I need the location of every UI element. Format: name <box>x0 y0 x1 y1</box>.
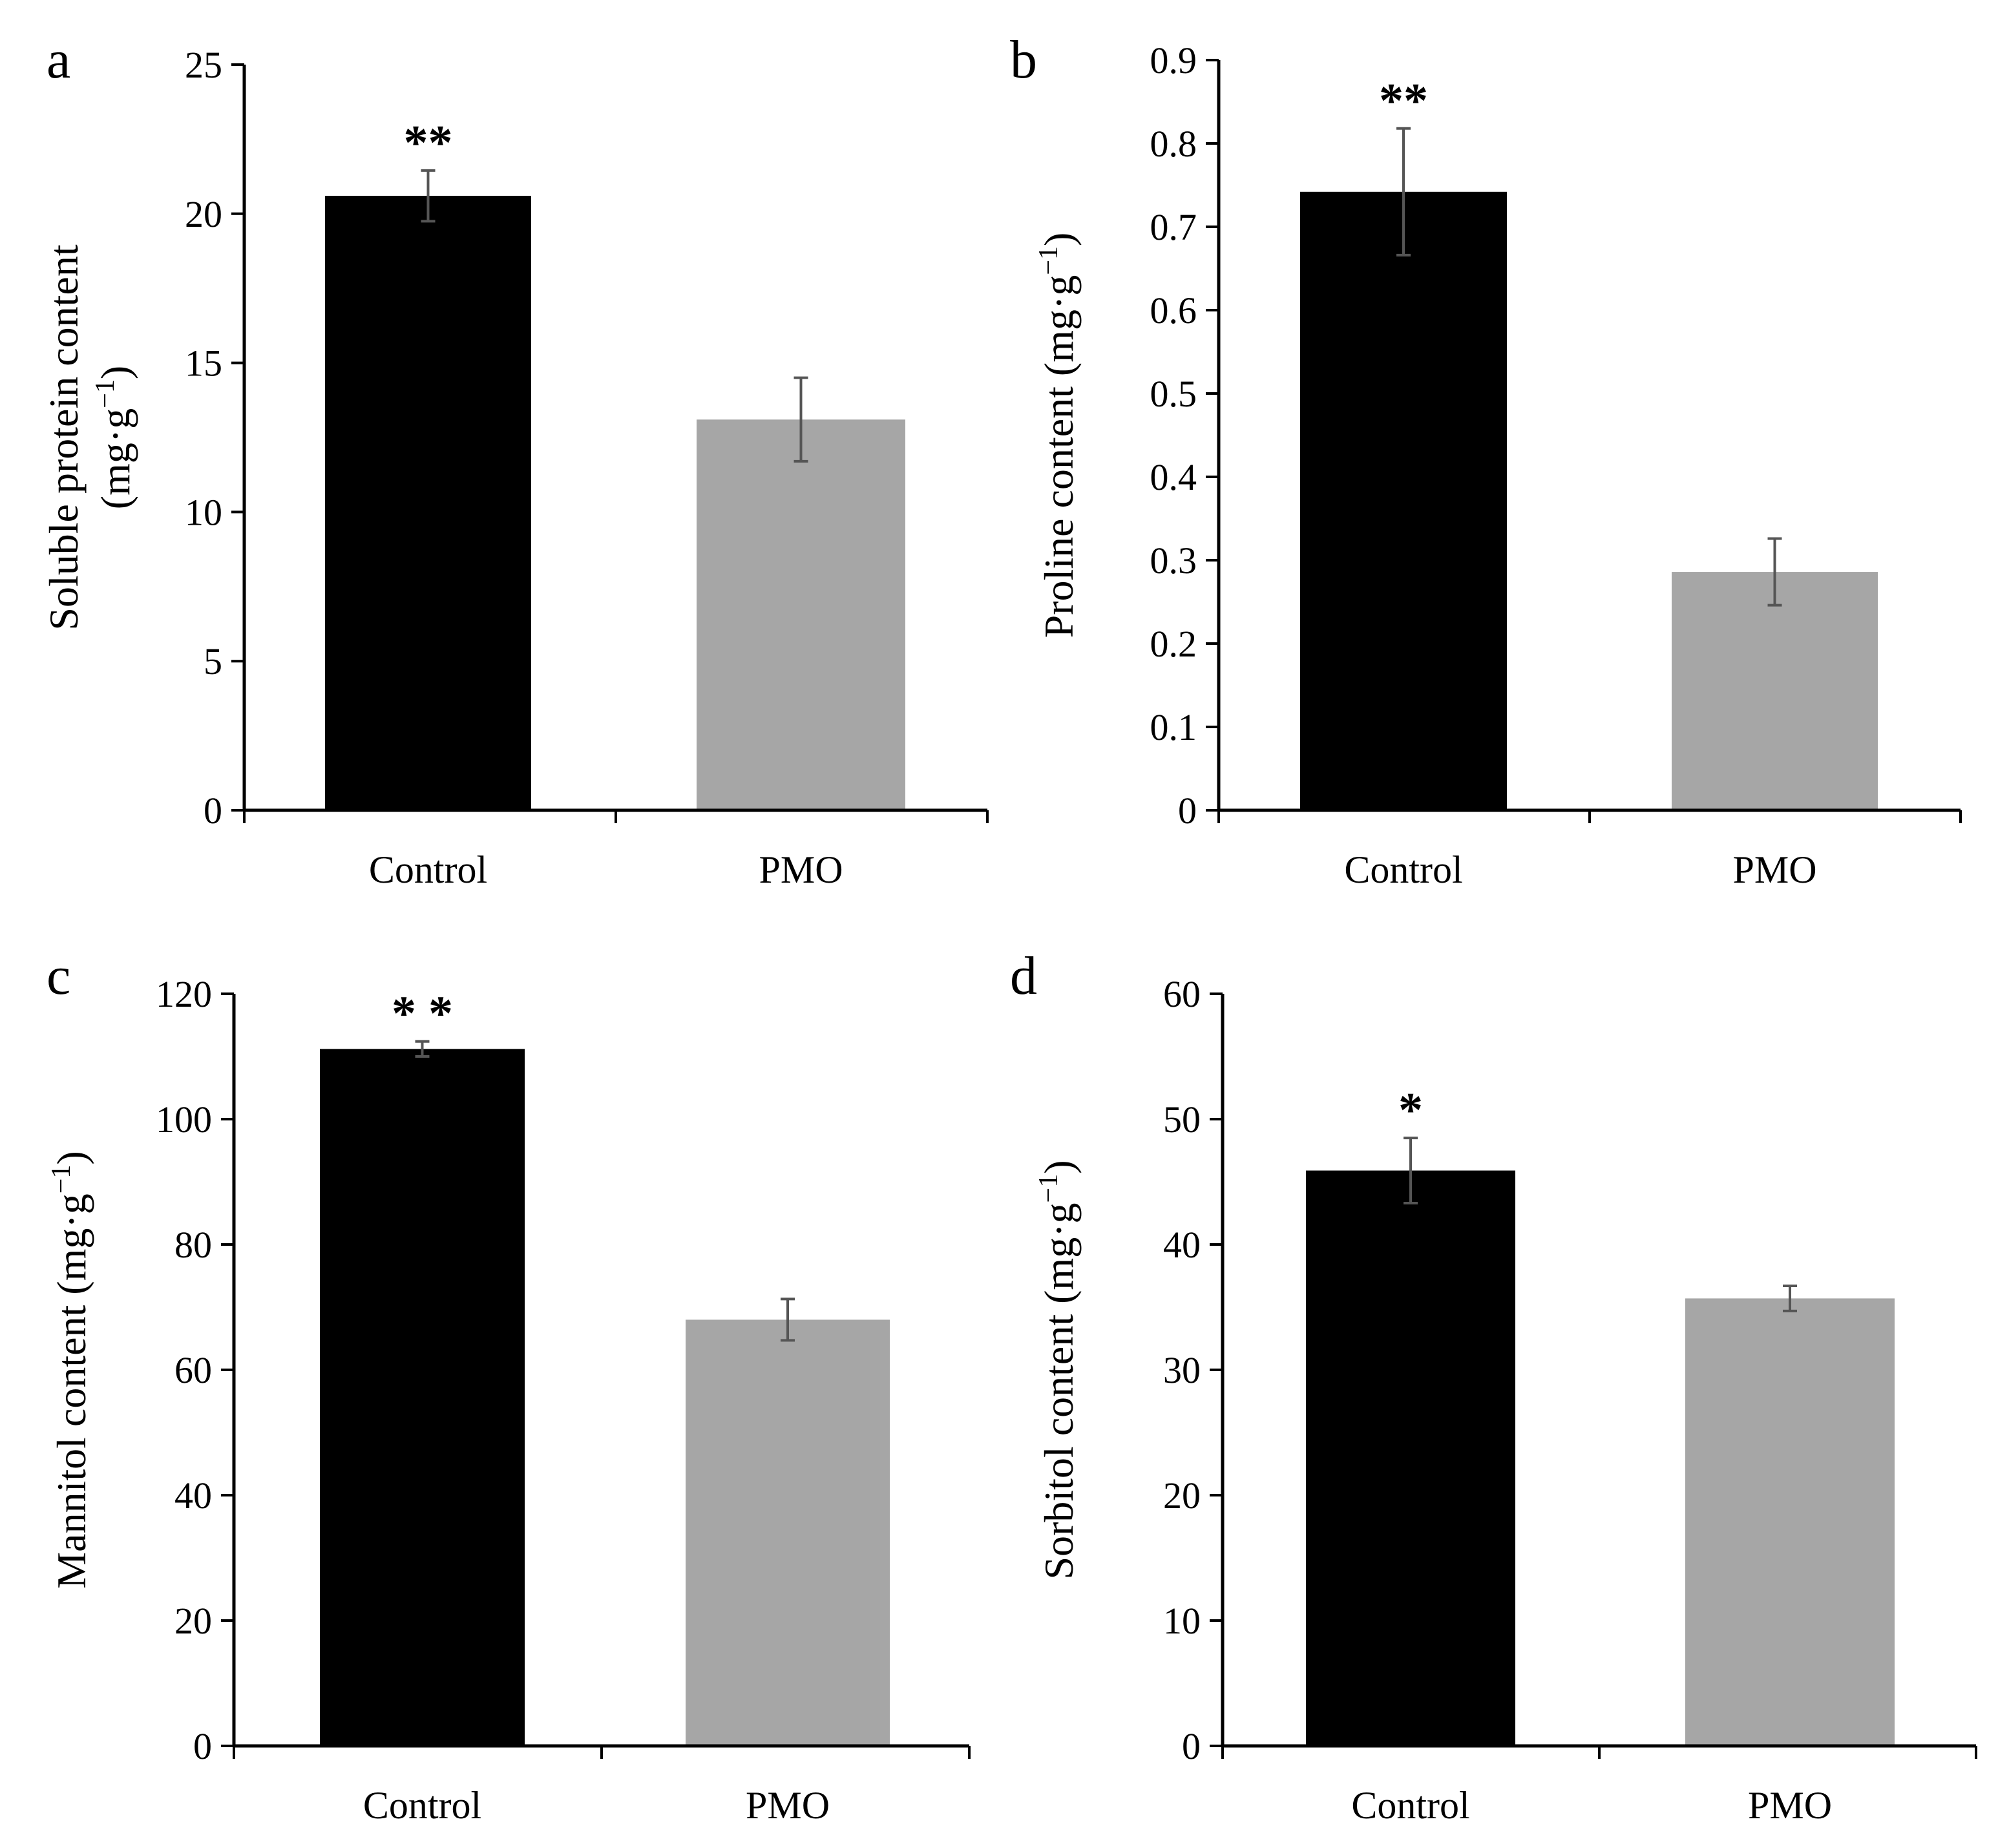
error-bar-pmo <box>1767 537 1782 607</box>
chart-panel-d: d * Control PMO 0 10 20 30 40 50 60 Sorbitol conten… <box>1010 946 1977 1827</box>
y-axis-title: Sorbitol content (mg·g−1) <box>1034 1160 1082 1579</box>
y-tick-label: 0.3 <box>1150 540 1197 582</box>
bar-control <box>320 1049 525 1746</box>
x-tick-label: Control <box>369 848 487 891</box>
bar-pmo <box>1685 1298 1895 1746</box>
y-axis-title: Proline content (mg·g−1) <box>1034 233 1082 638</box>
bar-pmo <box>1672 572 1878 810</box>
y-tick-label: 80 <box>174 1224 212 1266</box>
x-tick-label: Control <box>1351 1784 1469 1827</box>
x-tick-label: PMO <box>746 1784 830 1827</box>
significance-marker: * <box>1398 1083 1423 1137</box>
chart-panel-c: c * * Control PMO 0 20 40 60 80 100 120 Mannitol co… <box>47 946 971 1827</box>
chart-panel-a: a ** Control PMO 0 5 10 15 20 25 Soluble protein c… <box>41 30 989 891</box>
panel-letter: d <box>1010 946 1037 1006</box>
error-bar-pmo <box>794 376 808 463</box>
y-tick-label: 120 <box>156 973 212 1015</box>
y-axis-title: Mannitol content (mg·g−1) <box>47 1151 94 1588</box>
y-tick-label: 0.6 <box>1150 289 1197 331</box>
chart-panel-b: b ** Control PMO 0 0.1 0.2 0.3 0.4 0.5 0.6 0.7 0.8 0.… <box>1010 30 1962 891</box>
y-tick-label: 40 <box>174 1475 212 1517</box>
y-tick-label: 5 <box>204 640 222 682</box>
y-tick-label: 0.9 <box>1150 39 1197 81</box>
x-tick-label: Control <box>363 1784 481 1827</box>
y-tick-label: 20 <box>185 193 222 235</box>
bar-control <box>1300 191 1507 810</box>
y-tick-label: 20 <box>174 1600 212 1642</box>
y-tick-label: 0 <box>1182 1725 1201 1767</box>
y-tick-label: 50 <box>1163 1098 1201 1140</box>
significance-marker: ** <box>404 116 453 170</box>
error-bar-pmo <box>781 1297 795 1342</box>
y-tick-label: 100 <box>156 1098 212 1140</box>
significance-marker: * * <box>392 987 453 1041</box>
y-tick-label: 20 <box>1163 1475 1201 1517</box>
y-tick-label: 0.2 <box>1150 623 1197 665</box>
error-bar-control <box>1404 1137 1418 1204</box>
bar-pmo <box>697 419 905 810</box>
y-tick-label: 0.7 <box>1150 206 1197 248</box>
y-tick-label: 40 <box>1163 1224 1201 1266</box>
y-tick-label: 0 <box>1178 790 1197 832</box>
y-tick-label: 60 <box>174 1349 212 1391</box>
error-bar-control <box>1396 127 1411 257</box>
y-tick-label: 0 <box>193 1725 212 1767</box>
x-tick-label: PMO <box>759 848 843 891</box>
y-tick-label: 0.1 <box>1150 706 1197 748</box>
bar-control <box>325 196 531 810</box>
y-tick-label: 25 <box>185 44 222 86</box>
x-tick-label: Control <box>1344 848 1462 891</box>
panel-letter: a <box>47 30 70 90</box>
y-tick-label: 60 <box>1163 973 1201 1015</box>
error-bar-control <box>421 169 436 223</box>
bar-control <box>1306 1170 1515 1746</box>
bar-pmo <box>686 1319 890 1746</box>
y-tick-label: 0.4 <box>1150 456 1197 498</box>
error-bar-control <box>415 1040 430 1058</box>
x-tick-label: PMO <box>1732 848 1816 891</box>
y-tick-label: 10 <box>1163 1600 1201 1642</box>
y-tick-label: 10 <box>185 491 222 533</box>
panel-letter: c <box>47 946 70 1006</box>
y-tick-label: 15 <box>185 342 222 384</box>
panel-letter: b <box>1010 30 1037 90</box>
significance-marker: ** <box>1379 74 1428 128</box>
y-axis-title-line1: Soluble protein content <box>41 244 87 630</box>
y-tick-label: 0.8 <box>1150 123 1197 165</box>
y-axis-title-line2: (mg·g−1) <box>90 366 138 509</box>
error-bar-pmo <box>1783 1285 1797 1312</box>
x-tick-label: PMO <box>1748 1784 1832 1827</box>
y-tick-label: 30 <box>1163 1349 1201 1391</box>
y-tick-label: 0.5 <box>1150 373 1197 415</box>
y-tick-label: 0 <box>204 790 222 832</box>
